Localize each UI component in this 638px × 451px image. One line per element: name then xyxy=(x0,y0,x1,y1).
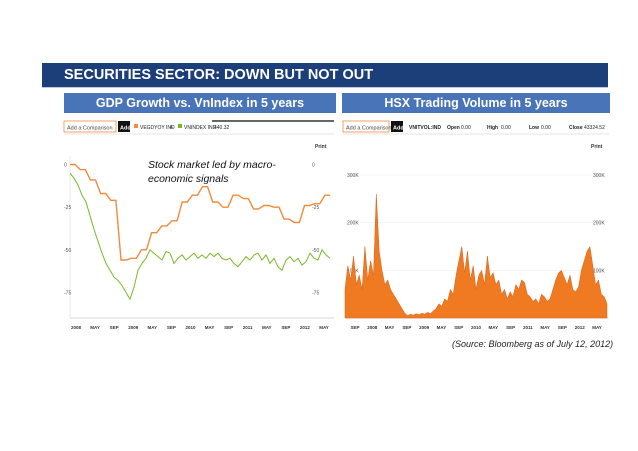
x-tick-label: SEP xyxy=(350,325,359,330)
print-link[interactable]: Print xyxy=(591,144,603,150)
x-tick-label: SEP xyxy=(281,325,290,330)
chart-background xyxy=(62,118,338,336)
right-y-tick-label: 300K xyxy=(593,173,605,179)
gdp-vs-vnindex-chart: Add a Comparison Add VEGDYOY IND 4 VNIND… xyxy=(62,118,338,336)
close-label: Close xyxy=(569,125,583,131)
x-tick-label: 2011 xyxy=(243,325,253,330)
open-value: 0.00 xyxy=(461,125,471,131)
x-tick-label: 2009 xyxy=(419,325,430,330)
add-comparison-label: Add a Comparison xyxy=(346,126,392,132)
right-series-group xyxy=(344,194,608,319)
high-value: 0.00 xyxy=(501,125,511,131)
right-y-tick-label: 200K xyxy=(593,221,605,227)
ticker2-swatch xyxy=(178,124,182,128)
add-button[interactable] xyxy=(391,121,403,132)
low-value: 0.00 xyxy=(541,125,551,131)
add-button-label: Add xyxy=(393,126,404,132)
right-x-ticks: SEP 2008 MAY SEP 2009 MAY SEP 2010 MAY SEP 2011 MAY… xyxy=(350,325,601,330)
ticker1-suffix: 4 xyxy=(170,125,173,131)
hsx-volume-chart: Add a Comparison Add VNITVOL:IND Open 0.… xyxy=(341,118,612,336)
left-y-tick-label: 300K xyxy=(347,173,359,179)
right-y-tick-label: -75 xyxy=(312,290,319,296)
left-x-ticks: 2008 MAY SEP 2009 MAY SEP 2010 MAY SEP 2011 MAY SEP… xyxy=(71,325,329,330)
add-comparison-input[interactable] xyxy=(342,120,390,133)
x-tick-label: MAY xyxy=(592,325,602,330)
ticker2-value: 440.32 xyxy=(214,125,230,131)
hsx-volume-svg: Add a Comparison Add VNITVOL:IND Open 0.… xyxy=(341,118,612,336)
x-tick-label: 2008 xyxy=(367,325,378,330)
x-tick-label: MAY xyxy=(262,325,272,330)
left-y-tick-label: -25 xyxy=(64,205,71,211)
left-y-tick-label: -50 xyxy=(64,248,71,254)
x-tick-label: MAY xyxy=(90,325,100,330)
x-tick-label: SEP xyxy=(110,325,119,330)
add-comparison-input[interactable] xyxy=(63,120,117,133)
x-tick-label: SEP xyxy=(506,325,515,330)
x-tick-label: 2010 xyxy=(471,325,482,330)
x-tick-label: 2012 xyxy=(300,325,311,330)
left-series-group xyxy=(69,163,331,301)
x-tick-label: MAY xyxy=(148,325,158,330)
left-toolbar: Add a Comparison Add VEGDYOY IND 4 VNIND… xyxy=(63,120,334,150)
right-toolbar: Add a Comparison Add VNITVOL:IND Open 0.… xyxy=(342,120,609,150)
x-tick-label: MAY xyxy=(540,325,550,330)
low-label: Low xyxy=(529,125,539,131)
high-label: High xyxy=(487,125,498,131)
ticker1-label: VEGDYOY IND xyxy=(140,125,175,131)
x-tick-label: MAY xyxy=(319,325,329,330)
x-tick-label: 2011 xyxy=(523,325,533,330)
x-tick-label: MAY xyxy=(205,325,215,330)
left-y-tick-label: -75 xyxy=(64,290,71,296)
open-label: Open xyxy=(447,125,460,131)
vnindex-line xyxy=(69,172,331,301)
x-tick-label: MAY xyxy=(437,325,447,330)
left-y-tick-label: 0 xyxy=(64,163,67,169)
x-tick-label: SEP xyxy=(558,325,567,330)
print-link[interactable]: Print xyxy=(315,144,327,150)
annotation-line-2: economic signals xyxy=(148,173,229,185)
title-divider xyxy=(42,87,608,88)
left-panel-header: GDP Growth vs. VnIndex in 5 years xyxy=(64,93,336,113)
left-y-tick-label: 200K xyxy=(347,221,359,227)
x-tick-label: MAY xyxy=(488,325,498,330)
close-value: 43324.52 xyxy=(584,125,605,131)
slide-title: SECURITIES SECTOR: DOWN BUT NOT OUT xyxy=(42,63,608,87)
right-y-tick-label: -50 xyxy=(312,248,319,254)
x-tick-label: SEP xyxy=(454,325,463,330)
ticker1-swatch xyxy=(134,124,138,128)
source-note: (Source: Bloomberg as of July 12, 2012) xyxy=(452,339,614,349)
ticker2-label: VNINDEX IND xyxy=(184,125,217,131)
x-tick-label: 2012 xyxy=(575,325,586,330)
volume-area xyxy=(344,194,608,319)
right-y-tick-label: -25 xyxy=(312,205,319,211)
x-tick-label: SEP xyxy=(167,325,176,330)
right-y-tick-label: 100K xyxy=(593,268,605,274)
x-tick-label: 2009 xyxy=(128,325,139,330)
right-panel-header: HSX Trading Volume in 5 years xyxy=(342,93,610,113)
add-button[interactable] xyxy=(118,121,130,132)
x-tick-label: MAY xyxy=(385,325,395,330)
x-tick-label: 2010 xyxy=(185,325,196,330)
add-comparison-label: Add a Comparison xyxy=(67,126,113,132)
x-tick-label: 2008 xyxy=(71,325,82,330)
ticker-label: VNITVOL:IND xyxy=(409,125,441,131)
annotation-line-1: Stock market led by macro- xyxy=(148,159,276,171)
left-y-ticks: 0 0 -25 -25 -50 -50 -75 -75 xyxy=(64,163,319,297)
gdp-vs-vnindex-svg: Add a Comparison Add VEGDYOY IND 4 VNIND… xyxy=(62,118,338,336)
x-tick-label: SEP xyxy=(402,325,411,330)
gdp-growth-line xyxy=(70,163,330,261)
x-tick-label: SEP xyxy=(224,325,233,330)
right-y-tick-label: 0 xyxy=(312,163,315,169)
add-button-label: Add xyxy=(120,126,131,132)
